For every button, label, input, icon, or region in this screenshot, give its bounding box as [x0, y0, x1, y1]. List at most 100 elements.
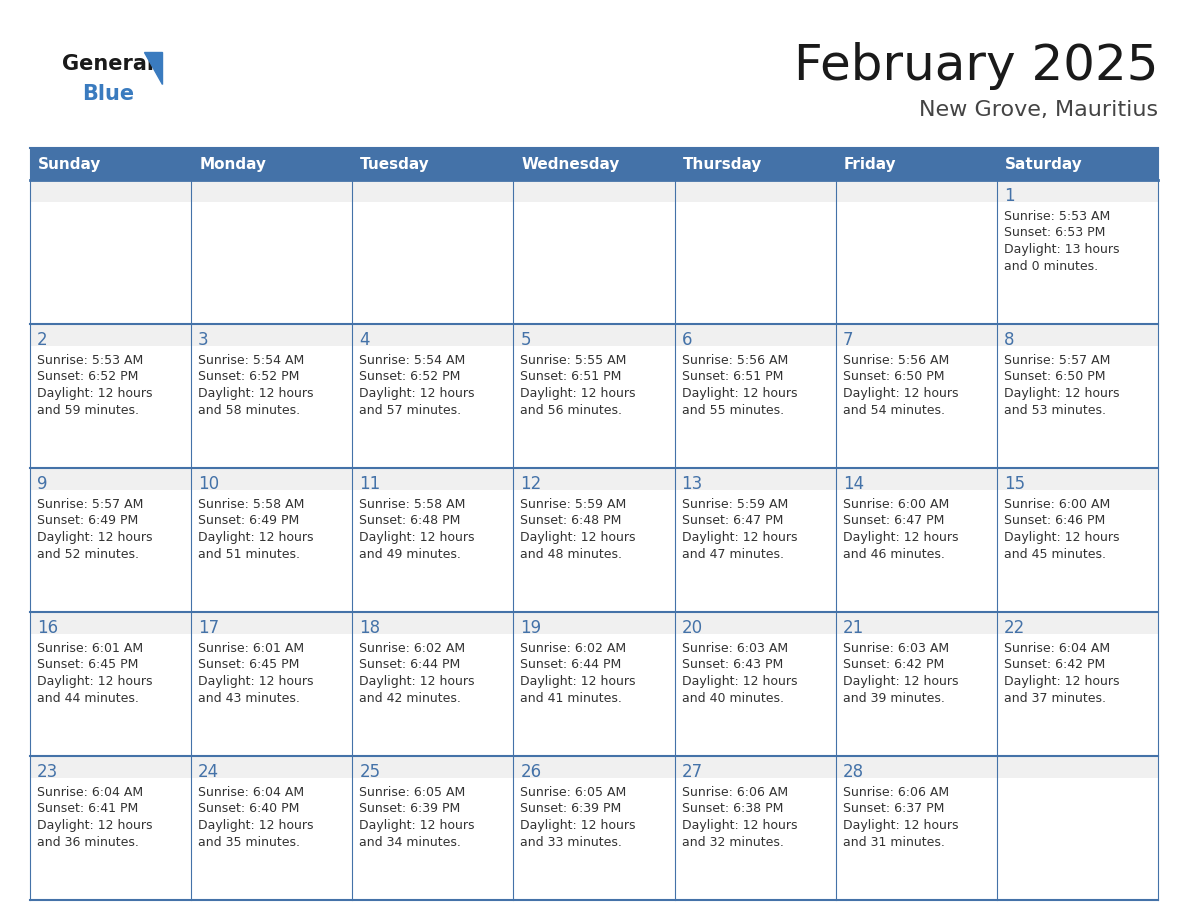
Text: Sunrise: 6:00 AM: Sunrise: 6:00 AM — [1004, 498, 1110, 510]
Text: Daylight: 12 hours: Daylight: 12 hours — [682, 820, 797, 833]
Text: Daylight: 12 hours: Daylight: 12 hours — [842, 532, 959, 544]
Bar — [835, 778, 997, 900]
Text: Sunset: 6:52 PM: Sunset: 6:52 PM — [198, 371, 299, 384]
Text: 3: 3 — [198, 331, 209, 349]
Bar — [191, 634, 353, 756]
Text: Daylight: 12 hours: Daylight: 12 hours — [520, 676, 636, 688]
Bar — [30, 346, 191, 468]
Bar — [191, 180, 353, 202]
Bar — [30, 756, 191, 778]
Bar — [997, 180, 1158, 202]
Text: and 49 minutes.: and 49 minutes. — [359, 548, 461, 562]
Text: Sunset: 6:37 PM: Sunset: 6:37 PM — [842, 802, 944, 815]
Text: Sunrise: 6:05 AM: Sunrise: 6:05 AM — [359, 786, 466, 799]
Bar — [353, 490, 513, 612]
Bar — [30, 468, 191, 490]
Bar — [997, 778, 1158, 900]
Bar — [191, 612, 353, 634]
Bar — [675, 756, 835, 778]
Text: and 57 minutes.: and 57 minutes. — [359, 405, 461, 418]
Bar — [675, 180, 835, 202]
Text: and 0 minutes.: and 0 minutes. — [1004, 261, 1098, 274]
Text: and 34 minutes.: and 34 minutes. — [359, 836, 461, 849]
Bar — [835, 468, 997, 490]
Bar — [835, 490, 997, 612]
Bar — [191, 324, 353, 346]
Bar — [353, 202, 513, 324]
Bar — [675, 346, 835, 468]
Text: Daylight: 12 hours: Daylight: 12 hours — [520, 532, 636, 544]
Bar — [30, 324, 191, 346]
Bar — [675, 634, 835, 756]
Text: 4: 4 — [359, 331, 369, 349]
Text: Daylight: 12 hours: Daylight: 12 hours — [520, 387, 636, 400]
Text: Sunrise: 6:04 AM: Sunrise: 6:04 AM — [198, 786, 304, 799]
Text: Sunset: 6:43 PM: Sunset: 6:43 PM — [682, 658, 783, 671]
Text: 13: 13 — [682, 475, 703, 493]
Text: Sunrise: 5:57 AM: Sunrise: 5:57 AM — [1004, 353, 1111, 366]
Text: and 32 minutes.: and 32 minutes. — [682, 836, 783, 849]
Text: Daylight: 12 hours: Daylight: 12 hours — [682, 532, 797, 544]
Bar — [835, 202, 997, 324]
Bar — [30, 180, 191, 202]
Text: Sunrise: 5:58 AM: Sunrise: 5:58 AM — [198, 498, 304, 510]
Text: Sunrise: 5:55 AM: Sunrise: 5:55 AM — [520, 353, 627, 366]
Text: Sunset: 6:48 PM: Sunset: 6:48 PM — [359, 514, 461, 528]
Text: 21: 21 — [842, 619, 864, 637]
Text: Sunset: 6:51 PM: Sunset: 6:51 PM — [682, 371, 783, 384]
Text: Saturday: Saturday — [1005, 156, 1082, 172]
Text: Sunset: 6:47 PM: Sunset: 6:47 PM — [842, 514, 944, 528]
Bar — [353, 324, 513, 346]
Text: Daylight: 12 hours: Daylight: 12 hours — [1004, 676, 1119, 688]
Text: Sunrise: 5:58 AM: Sunrise: 5:58 AM — [359, 498, 466, 510]
Text: and 46 minutes.: and 46 minutes. — [842, 548, 944, 562]
Bar — [513, 202, 675, 324]
Text: 17: 17 — [198, 619, 220, 637]
Bar — [675, 778, 835, 900]
Text: Sunset: 6:39 PM: Sunset: 6:39 PM — [520, 802, 621, 815]
Bar — [191, 778, 353, 900]
Text: Sunset: 6:44 PM: Sunset: 6:44 PM — [520, 658, 621, 671]
Text: Daylight: 12 hours: Daylight: 12 hours — [198, 387, 314, 400]
Text: Sunset: 6:52 PM: Sunset: 6:52 PM — [359, 371, 461, 384]
Text: 26: 26 — [520, 763, 542, 781]
Text: Sunrise: 6:01 AM: Sunrise: 6:01 AM — [198, 642, 304, 655]
Text: 2: 2 — [37, 331, 48, 349]
Text: and 43 minutes.: and 43 minutes. — [198, 692, 301, 706]
Text: Sunrise: 6:06 AM: Sunrise: 6:06 AM — [682, 786, 788, 799]
Text: Sunrise: 5:59 AM: Sunrise: 5:59 AM — [520, 498, 627, 510]
Text: Sunset: 6:49 PM: Sunset: 6:49 PM — [37, 514, 138, 528]
Text: and 47 minutes.: and 47 minutes. — [682, 548, 784, 562]
Bar — [513, 346, 675, 468]
Text: and 52 minutes.: and 52 minutes. — [37, 548, 139, 562]
Text: and 33 minutes.: and 33 minutes. — [520, 836, 623, 849]
Text: Sunday: Sunday — [38, 156, 101, 172]
Bar — [30, 148, 1158, 180]
Bar — [997, 202, 1158, 324]
Bar — [997, 634, 1158, 756]
Bar — [997, 756, 1158, 778]
Bar — [835, 634, 997, 756]
Text: 19: 19 — [520, 619, 542, 637]
Text: Sunset: 6:45 PM: Sunset: 6:45 PM — [37, 658, 138, 671]
Text: Daylight: 12 hours: Daylight: 12 hours — [359, 532, 475, 544]
Text: 8: 8 — [1004, 331, 1015, 349]
Text: and 45 minutes.: and 45 minutes. — [1004, 548, 1106, 562]
Bar — [675, 202, 835, 324]
Text: General: General — [62, 54, 154, 74]
Text: Daylight: 12 hours: Daylight: 12 hours — [520, 820, 636, 833]
Bar — [835, 756, 997, 778]
Bar — [675, 324, 835, 346]
Text: and 31 minutes.: and 31 minutes. — [842, 836, 944, 849]
Bar — [353, 612, 513, 634]
Bar — [997, 346, 1158, 468]
Text: and 40 minutes.: and 40 minutes. — [682, 692, 784, 706]
Text: Friday: Friday — [843, 156, 896, 172]
Text: Sunrise: 6:06 AM: Sunrise: 6:06 AM — [842, 786, 949, 799]
Text: Daylight: 12 hours: Daylight: 12 hours — [37, 532, 152, 544]
Bar — [835, 180, 997, 202]
Text: Sunset: 6:44 PM: Sunset: 6:44 PM — [359, 658, 461, 671]
Text: Sunset: 6:38 PM: Sunset: 6:38 PM — [682, 802, 783, 815]
Text: Sunset: 6:49 PM: Sunset: 6:49 PM — [198, 514, 299, 528]
Text: Sunset: 6:52 PM: Sunset: 6:52 PM — [37, 371, 138, 384]
